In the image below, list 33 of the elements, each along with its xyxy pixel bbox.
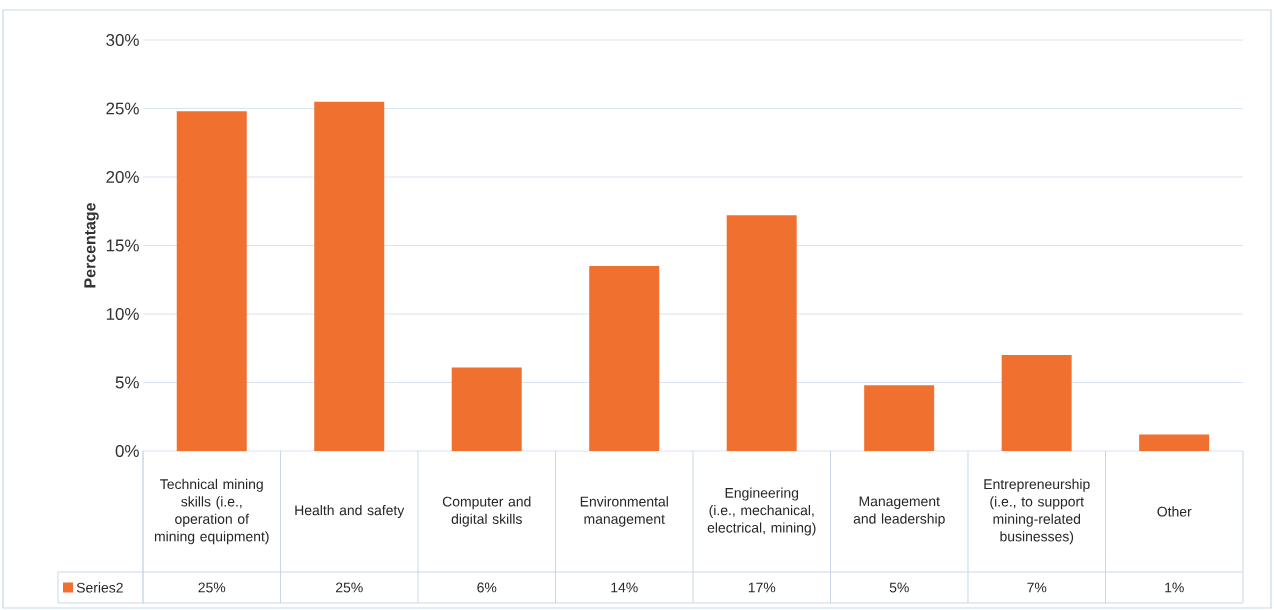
y-tick-label: 10% [106,307,139,320]
data-label: 7% [1027,582,1047,593]
legend-label: Series2 [76,582,123,593]
x-tick-label: Technical mining skills (i.e., operation of mining equipment) [154,478,269,545]
y-tick-label: 5% [115,376,139,389]
bar [451,367,522,451]
x-tick-label: Environmental management [580,496,668,527]
data-label: 1% [1165,582,1184,593]
y-tick-label: 15% [106,239,139,252]
x-tick-label: Entrepreneurship (i.e., to support mining-related businesses) [984,478,1090,545]
x-tick-label: Other [1157,506,1192,517]
x-tick-label: Management and leadership [853,496,945,527]
y-tick-label: 0% [115,444,139,457]
y-tick-label: 25% [106,102,139,115]
bar [1001,355,1072,451]
x-tick-label: Computer and digital skills [442,496,531,527]
x-tick-label: Health and safety [295,504,405,518]
data-label: 14% [611,582,638,593]
bar [176,111,247,451]
bar [589,266,660,451]
bar [864,385,935,451]
bar [726,215,797,451]
data-label: 6% [477,582,497,593]
x-tick-label: Engineering (i.e., mechanical, electrical, mining) [707,487,816,536]
data-label: 25% [336,582,363,593]
bar [314,101,385,451]
y-axis-title: Percentage [84,203,99,288]
data-label: 25% [198,582,226,593]
bar [1139,434,1210,451]
y-tick-label: 20% [106,170,139,183]
data-label: 17% [748,582,776,593]
data-label: 5% [889,582,909,593]
y-tick-label: 30% [106,33,139,46]
